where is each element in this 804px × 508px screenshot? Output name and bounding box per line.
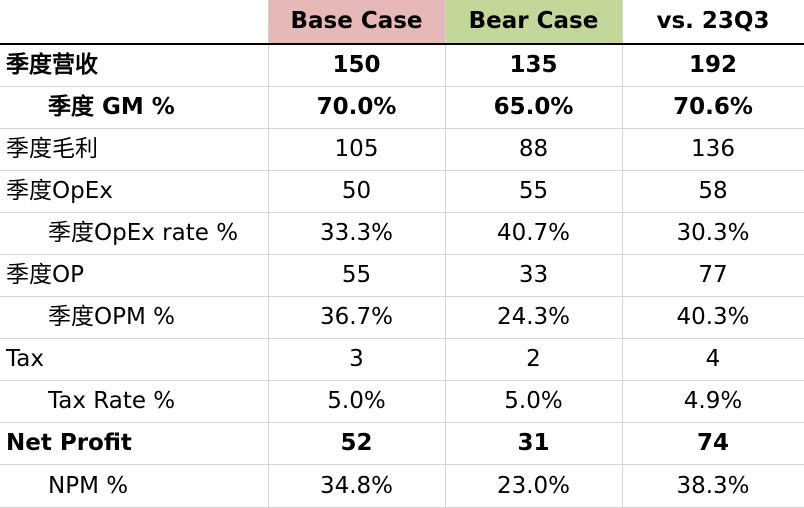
row-label[interactable]: Tax Rate %: [44, 380, 269, 423]
header-bear-case[interactable]: Bear Case: [445, 0, 623, 45]
row-label[interactable]: 季度 GM %: [44, 86, 269, 129]
bear-case-cell[interactable]: 40.7%: [445, 212, 623, 255]
base-case-cell[interactable]: 70.0%: [268, 86, 446, 129]
indent-cell[interactable]: [0, 464, 44, 508]
header-row: Base Case Bear Case vs. 23Q3: [0, 0, 804, 45]
table-row: 季度毛利 105 88 136: [0, 128, 804, 171]
corner-cell[interactable]: [0, 0, 44, 45]
bear-case-cell[interactable]: 88: [445, 128, 623, 171]
indent-cell[interactable]: [0, 296, 44, 339]
vs-23q3-cell[interactable]: 74: [622, 422, 804, 465]
base-case-cell[interactable]: 150: [268, 44, 446, 87]
vs-23q3-cell[interactable]: 136: [622, 128, 804, 171]
table-row: 季度OpEx 50 55 58: [0, 170, 804, 213]
indent-cell[interactable]: [0, 212, 44, 255]
table-row: 季度OPM % 36.7% 24.3% 40.3%: [0, 296, 804, 339]
bear-case-cell[interactable]: 31: [445, 422, 623, 465]
table-row: Net Profit 52 31 74: [0, 422, 804, 465]
indent-cell[interactable]: [0, 380, 44, 423]
row-label[interactable]: Tax: [0, 338, 269, 381]
base-case-cell[interactable]: 36.7%: [268, 296, 446, 339]
vs-23q3-cell[interactable]: 4.9%: [622, 380, 804, 423]
table-row: NPM % 34.8% 23.0% 38.3%: [0, 464, 804, 508]
table-row: 季度 GM % 70.0% 65.0% 70.6%: [0, 86, 804, 129]
row-label[interactable]: 季度营收: [0, 44, 269, 87]
vs-23q3-cell[interactable]: 38.3%: [622, 464, 804, 508]
row-label[interactable]: 季度OP: [0, 254, 269, 297]
bear-case-cell[interactable]: 55: [445, 170, 623, 213]
vs-23q3-cell[interactable]: 58: [622, 170, 804, 213]
base-case-cell[interactable]: 3: [268, 338, 446, 381]
vs-23q3-cell[interactable]: 192: [622, 44, 804, 87]
base-case-cell[interactable]: 55: [268, 254, 446, 297]
header-vs-23q3[interactable]: vs. 23Q3: [622, 0, 804, 45]
header-base-case[interactable]: Base Case: [268, 0, 446, 45]
row-label[interactable]: 季度毛利: [0, 128, 269, 171]
row-label[interactable]: Net Profit: [0, 422, 269, 465]
indent-cell[interactable]: [0, 86, 44, 129]
row-label[interactable]: 季度OPM %: [44, 296, 269, 339]
bear-case-cell[interactable]: 2: [445, 338, 623, 381]
base-case-cell[interactable]: 50: [268, 170, 446, 213]
vs-23q3-cell[interactable]: 77: [622, 254, 804, 297]
vs-23q3-cell[interactable]: 70.6%: [622, 86, 804, 129]
bear-case-cell[interactable]: 65.0%: [445, 86, 623, 129]
base-case-cell[interactable]: 5.0%: [268, 380, 446, 423]
bear-case-cell[interactable]: 5.0%: [445, 380, 623, 423]
header-label-cell[interactable]: [44, 0, 269, 45]
table-row: 季度OpEx rate % 33.3% 40.7% 30.3%: [0, 212, 804, 255]
table-row: 季度OP 55 33 77: [0, 254, 804, 297]
base-case-cell[interactable]: 52: [268, 422, 446, 465]
vs-23q3-cell[interactable]: 4: [622, 338, 804, 381]
table-row: Tax 3 2 4: [0, 338, 804, 381]
bear-case-cell[interactable]: 23.0%: [445, 464, 623, 508]
vs-23q3-cell[interactable]: 30.3%: [622, 212, 804, 255]
bear-case-cell[interactable]: 24.3%: [445, 296, 623, 339]
bear-case-cell[interactable]: 135: [445, 44, 623, 87]
bear-case-cell[interactable]: 33: [445, 254, 623, 297]
base-case-cell[interactable]: 105: [268, 128, 446, 171]
table-row: 季度营收 150 135 192: [0, 44, 804, 87]
row-label[interactable]: NPM %: [44, 464, 269, 508]
table-row: Tax Rate % 5.0% 5.0% 4.9%: [0, 380, 804, 423]
base-case-cell[interactable]: 34.8%: [268, 464, 446, 508]
row-label[interactable]: 季度OpEx rate %: [44, 212, 269, 255]
vs-23q3-cell[interactable]: 40.3%: [622, 296, 804, 339]
base-case-cell[interactable]: 33.3%: [268, 212, 446, 255]
row-label[interactable]: 季度OpEx: [0, 170, 269, 213]
